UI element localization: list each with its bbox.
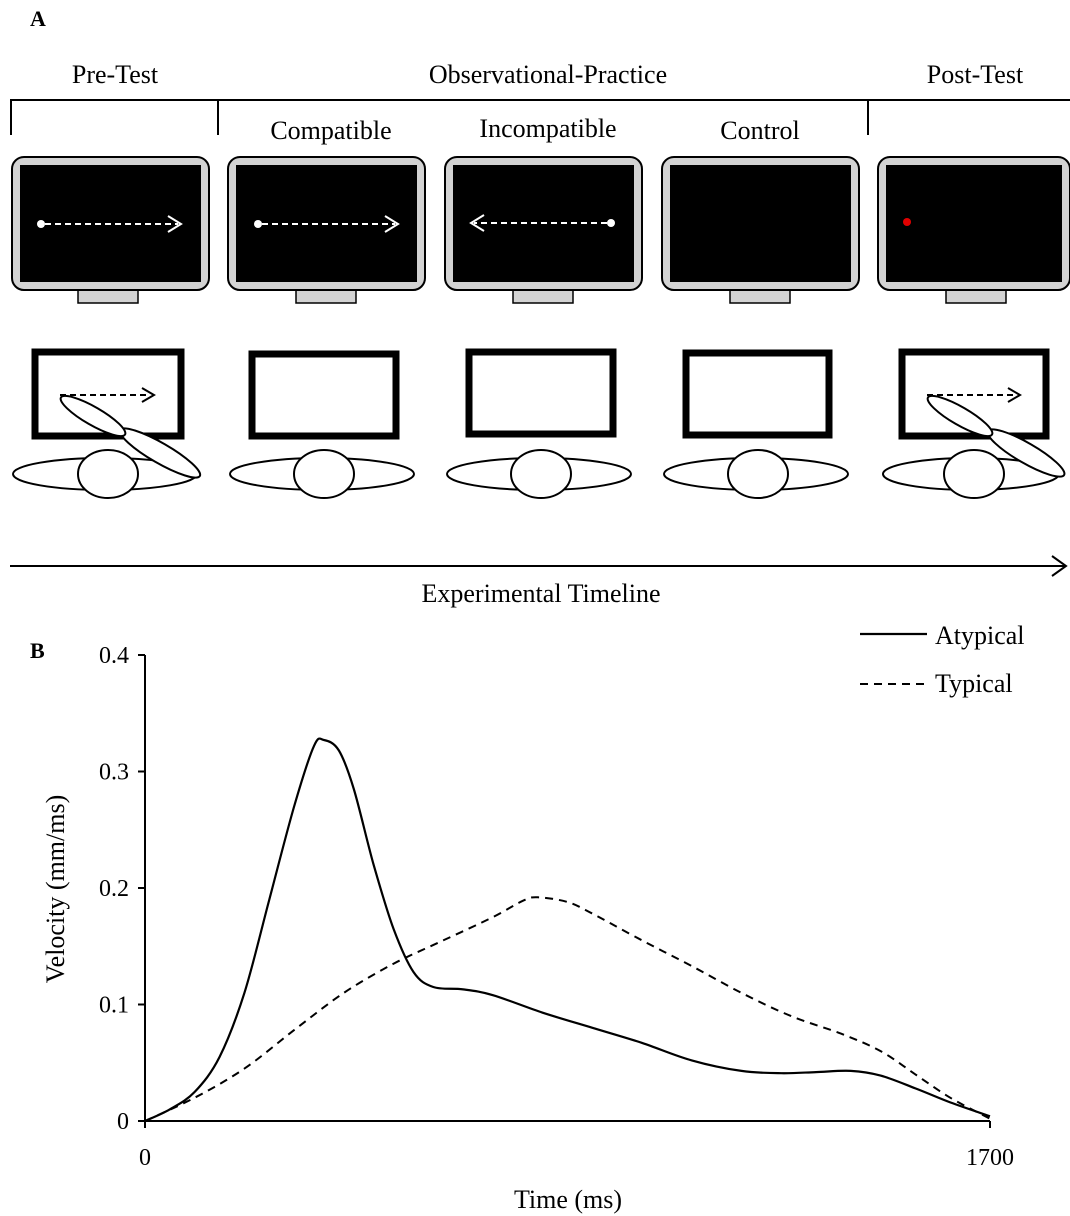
start-dot-icon: [254, 220, 262, 228]
head-icon: [77, 449, 139, 499]
control-label: Control: [720, 116, 799, 145]
series-line-atypical: [144, 737, 991, 1122]
monitor-post-test: [877, 156, 1070, 304]
experimental-timeline-label: Experimental Timeline: [421, 579, 660, 608]
head-icon: [293, 449, 355, 499]
start-dot-icon: [607, 219, 615, 227]
head-icon: [943, 449, 1005, 499]
incompatible-label: Incompatible: [479, 114, 616, 143]
x-axis-label: Time (ms): [514, 1185, 622, 1214]
participant-pre-test: [12, 348, 202, 499]
post-test-label: Post-Test: [927, 60, 1024, 89]
hand-icon: [59, 394, 127, 438]
monitor-control: [661, 156, 860, 304]
participant-incompatible: [446, 348, 632, 499]
x-ticks: 0 1700: [139, 1121, 1014, 1171]
legend-typical-label: Typical: [935, 669, 1013, 698]
monitor-compatible: [227, 156, 426, 304]
y-axis-label: Velocity (mm/ms): [41, 795, 70, 983]
experimental-timeline-arrow: [10, 555, 1068, 577]
y-tick-label: 0.1: [99, 993, 129, 1019]
y-ticks: 0 0.1 0.2 0.3 0.4: [99, 643, 145, 1135]
participant-post-test: [882, 348, 1066, 499]
x-tick-label: 0: [139, 1145, 151, 1171]
series-line-typical: [144, 896, 991, 1122]
head-icon: [510, 449, 572, 499]
panel-b: B 0 0.1 0.2 0.3 0.4 0 1700 Velocity (mm/ms) T…: [30, 621, 1025, 1214]
participant-compatible: [229, 350, 415, 499]
head-icon: [727, 449, 789, 499]
phase-bracket: [10, 99, 1070, 135]
panel-a: A Pre-Test Observational-Practice Post-T…: [10, 6, 1070, 608]
y-tick-label: 0.3: [99, 760, 129, 786]
compatible-label: Compatible: [270, 116, 391, 145]
pre-test-label: Pre-Test: [72, 60, 159, 89]
red-target-dot-icon: [903, 218, 911, 226]
hand-icon: [926, 394, 994, 438]
monitor-incompatible: [444, 156, 643, 304]
y-tick-label: 0: [117, 1109, 129, 1135]
legend: Atypical Typical: [860, 621, 1025, 698]
x-tick-label: 1700: [966, 1145, 1014, 1171]
panel-b-letter: B: [30, 638, 45, 663]
panel-a-letter: A: [30, 6, 46, 31]
series-layer: [144, 737, 991, 1122]
y-tick-label: 0.2: [99, 876, 129, 902]
monitor-pre-test: [11, 156, 210, 304]
start-dot-icon: [37, 220, 45, 228]
legend-atypical-label: Atypical: [935, 621, 1025, 650]
y-tick-label: 0.4: [99, 643, 129, 669]
observational-practice-label: Observational-Practice: [429, 60, 667, 89]
participant-control: [663, 349, 849, 499]
